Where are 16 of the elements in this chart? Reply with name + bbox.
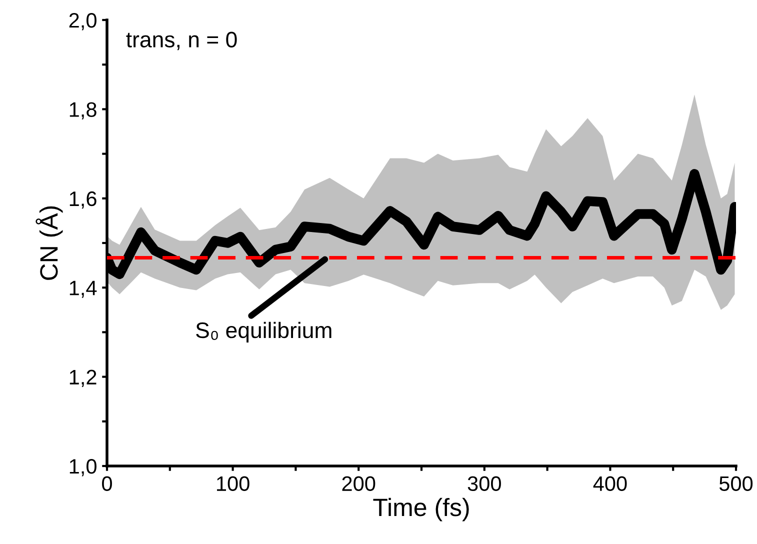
y-tick-label: 1,8	[70, 102, 96, 120]
annotation: S₀ equilibrium	[196, 322, 332, 343]
y-axis-title: CN (Å)	[36, 206, 63, 280]
x-tick-label: 500	[719, 476, 753, 492]
x-tick-label: 400	[593, 476, 627, 492]
x-tick-label: 200	[342, 476, 376, 492]
annotation: trans, n = 0	[126, 32, 237, 50]
x-tick-label: 300	[468, 476, 501, 492]
x-tick-label: 0	[102, 476, 112, 492]
x-tick-label: 100	[217, 476, 250, 492]
y-tick-label: 1,2	[70, 370, 96, 388]
y-tick-label: 1,6	[70, 191, 96, 209]
y-tick-label: 1,4	[70, 280, 97, 298]
x-axis-title: Time (fs)	[373, 498, 469, 522]
y-tick-label: 2,0	[69, 13, 96, 30]
y-tick-label: 1,0	[70, 459, 96, 476]
